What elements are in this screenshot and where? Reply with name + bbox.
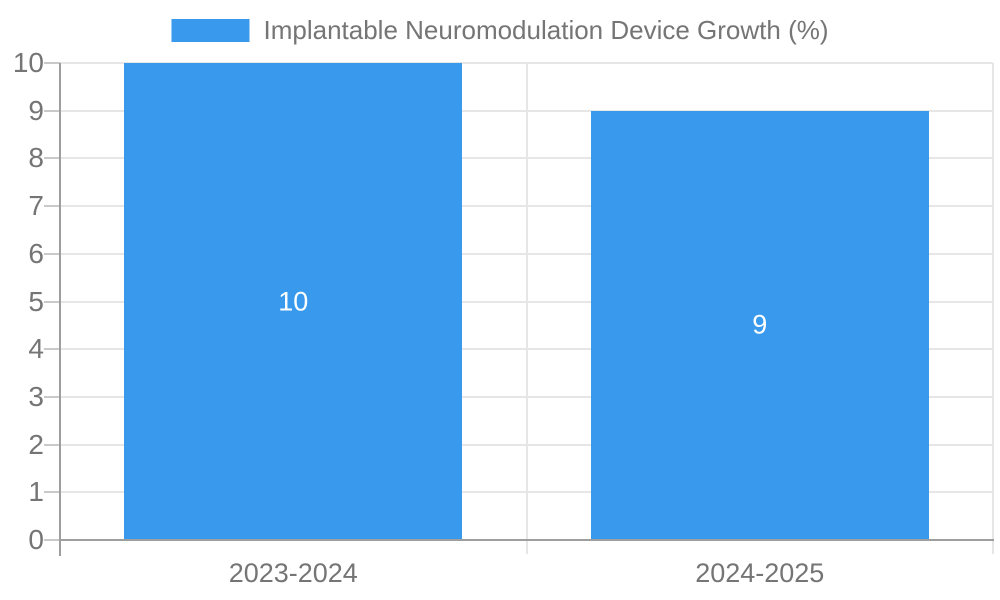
y-axis-tick-label: 0 — [28, 524, 44, 555]
y-axis-tick-label: 6 — [28, 237, 44, 269]
y-axis-tick-label: 9 — [28, 94, 44, 126]
y-axis-tick — [44, 539, 60, 541]
y-axis-tick — [44, 252, 60, 255]
y-axis-tick-label: 1 — [28, 476, 44, 508]
category-boundary-gridline — [992, 63, 994, 540]
x-axis-tick — [525, 540, 528, 554]
y-axis-tick-label: 5 — [28, 285, 44, 317]
y-axis-tick — [44, 491, 60, 494]
bar-value-label: 9 — [752, 309, 768, 340]
y-axis-tick-label: 2 — [28, 428, 44, 460]
legend-label: Implantable Neuromodulation Device Growt… — [263, 15, 829, 45]
y-axis-tick — [44, 62, 60, 64]
legend[interactable]: Implantable Neuromodulation Device Growt… — [171, 15, 829, 46]
x-axis-category-label: 2023-2024 — [228, 558, 358, 588]
legend-swatch — [171, 19, 250, 42]
x-axis-line — [59, 539, 994, 541]
bar[interactable] — [590, 110, 929, 540]
y-axis-tick-label: 7 — [28, 190, 44, 222]
bar[interactable] — [124, 63, 463, 540]
y-axis-line — [59, 63, 61, 556]
x-axis-tick — [992, 540, 994, 554]
y-axis-tick-label: 10 — [12, 47, 44, 78]
y-axis-tick — [44, 109, 60, 112]
y-axis-tick-label: 3 — [28, 380, 44, 412]
category-boundary-gridline — [525, 63, 528, 540]
y-axis-tick-label: 4 — [28, 333, 44, 365]
y-axis-tick — [44, 300, 60, 303]
x-axis-category-label: 2024-2025 — [695, 558, 825, 588]
y-axis-tick — [44, 348, 60, 351]
y-axis-tick — [44, 205, 60, 208]
y-axis-tick — [44, 157, 60, 160]
y-axis-tick — [44, 395, 60, 398]
y-axis-tick-label: 8 — [28, 142, 44, 174]
y-axis-tick — [44, 443, 60, 446]
bar-value-label: 10 — [278, 286, 309, 316]
